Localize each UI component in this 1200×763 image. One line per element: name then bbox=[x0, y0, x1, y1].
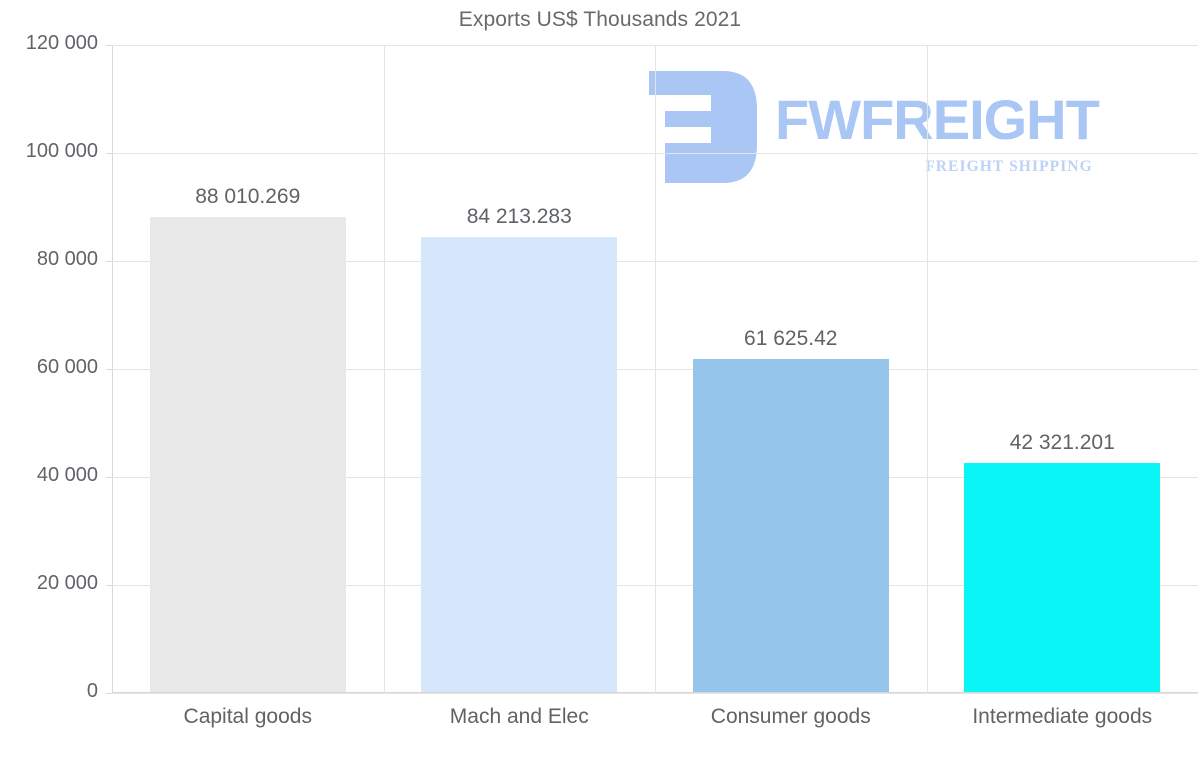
bar-value-label: 88 010.269 bbox=[195, 184, 301, 208]
y-axis-tick-label: 0 bbox=[86, 680, 98, 702]
bar-value-label: 84 213.283 bbox=[466, 205, 572, 229]
y-axis-tick-label: 60 000 bbox=[36, 356, 98, 378]
gridline-horizontal bbox=[112, 693, 1198, 694]
bar[interactable] bbox=[692, 359, 889, 692]
x-axis-category-label: Consumer goods bbox=[710, 705, 871, 728]
gridline-vertical bbox=[927, 45, 928, 693]
y-axis-tick-mark bbox=[106, 261, 112, 262]
y-axis-tick-mark bbox=[106, 45, 112, 46]
y-axis-tick-mark bbox=[106, 369, 112, 370]
y-axis-tick-mark bbox=[106, 585, 112, 586]
plot-area: 0 20 000 40 000 60 000 80 000 100 000 120 000 … bbox=[26, 32, 1198, 728]
y-axis-tick-label: 100 000 bbox=[25, 140, 98, 162]
y-axis-tick-label: 40 000 bbox=[36, 464, 98, 486]
y-axis-tick-label: 80 000 bbox=[36, 248, 98, 270]
bar-value-label: 61 625.42 bbox=[744, 327, 838, 351]
chart-title: Exports US$ Thousands 2021 bbox=[458, 8, 742, 31]
y-axis-tick-mark bbox=[106, 153, 112, 154]
gridline-vertical bbox=[384, 45, 385, 693]
y-axis-tick-label: 20 000 bbox=[36, 572, 98, 594]
x-axis-category-label: Capital goods bbox=[183, 705, 312, 728]
bar[interactable] bbox=[149, 216, 346, 692]
y-axis-tick-mark bbox=[106, 693, 112, 694]
gridline-vertical bbox=[655, 45, 656, 693]
bar[interactable] bbox=[964, 463, 1161, 692]
x-axis-category-label: Mach and Elec bbox=[449, 705, 589, 728]
bar[interactable] bbox=[421, 237, 618, 692]
x-axis-category-label: Intermediate goods bbox=[972, 705, 1153, 728]
bar-value-label: 42 321.201 bbox=[1009, 431, 1115, 455]
y-axis-tick-label: 120 000 bbox=[25, 32, 98, 54]
y-axis-tick-mark bbox=[106, 477, 112, 478]
